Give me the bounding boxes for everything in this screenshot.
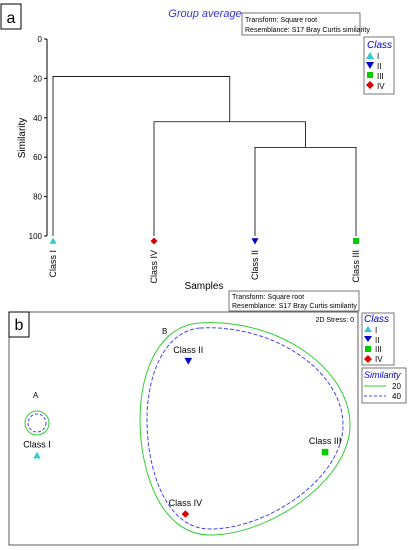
stress-label: 2D Stress: 0 xyxy=(315,317,354,324)
legend-triangle-up-icon xyxy=(366,52,374,59)
leaf-label: Class IV xyxy=(149,250,159,284)
mds-point-IV xyxy=(181,510,190,518)
leaf-label: Class III xyxy=(351,250,361,283)
similarity-legend-title: Similarity xyxy=(364,370,401,380)
y-tick-label: 40 xyxy=(33,114,42,123)
dendrogram-leaves: Class I Class IV Class II Class III xyxy=(48,237,361,284)
similarity-legend-item-20: 20 xyxy=(392,382,401,391)
group-label-B: B xyxy=(162,327,167,336)
y-tick-label: 100 xyxy=(29,232,43,241)
info-resemblance: Resemblance: S17 Bray Curtis similarity xyxy=(245,27,370,34)
contour-A-20 xyxy=(24,410,50,436)
dendrogram-info-box: Transform: Square root Resemblance: S17 … xyxy=(241,12,370,36)
mds-legend-triangle-up-icon xyxy=(364,326,372,332)
mds-info-transform: Transform: Square root xyxy=(232,294,304,301)
dendrogram-title: Group average xyxy=(168,8,241,20)
leaf-label: Class II xyxy=(250,250,260,280)
panel-b-label-box xyxy=(8,311,30,338)
panel-a-label-box xyxy=(0,3,22,30)
mds-legend-item-IV: IV xyxy=(375,355,383,364)
mds-point-label: Class IV xyxy=(169,498,203,508)
mds-legend-item-III: III xyxy=(375,345,382,354)
panel-a-label: a xyxy=(7,10,16,27)
y-tick-label: 80 xyxy=(33,193,42,202)
mds-plot-frame xyxy=(8,311,359,546)
info-transform: Transform: Square root xyxy=(245,17,317,24)
y-tick-label: 60 xyxy=(33,153,42,162)
contour-B-40 xyxy=(146,327,344,530)
mds-point-III xyxy=(321,448,329,456)
mds-legend-square-icon xyxy=(365,346,371,352)
legend-diamond-icon xyxy=(366,81,374,89)
y-tick-label: 20 xyxy=(33,74,42,83)
mds-point-label: Class III xyxy=(309,436,342,446)
mds-legend-title: Class xyxy=(364,314,389,325)
dendrogram-link xyxy=(153,121,306,236)
mds-class-legend: Class I II III IV xyxy=(361,312,395,366)
legend-item-I: I xyxy=(377,52,379,61)
x-axis-label: Samples xyxy=(185,281,224,292)
mds-similarity-legend: Similarity 20 40 xyxy=(361,367,407,404)
dendrogram-link xyxy=(52,76,231,236)
mds-point-I xyxy=(33,451,41,459)
mds-legend-item-II: II xyxy=(375,336,379,345)
legend-item-II: II xyxy=(377,62,381,71)
leaf-marker-III xyxy=(353,238,359,244)
mds-points: Class I Class II Class III Class IV xyxy=(23,345,341,518)
mds-point-II xyxy=(184,357,193,365)
mds-legend-triangle-down-icon xyxy=(364,336,372,342)
y-axis-ticks: 0 20 40 60 80 100 xyxy=(29,35,47,241)
mds-point-label: Class II xyxy=(173,345,203,355)
legend-item-IV: IV xyxy=(377,82,385,91)
mds-legend-diamond-icon xyxy=(364,355,372,363)
dendrogram-link xyxy=(254,146,357,236)
mds-info-resemblance: Resemblance: S17 Bray Curtis similarity xyxy=(232,303,357,310)
panel-b-label: b xyxy=(15,317,24,334)
leaf-marker-IV xyxy=(150,237,158,245)
panel-b: Transform: Square root Resemblance: S17 … xyxy=(8,290,407,546)
group-label-A: A xyxy=(33,391,39,400)
similarity-legend-item-40: 40 xyxy=(392,392,401,401)
contour-B-20 xyxy=(139,322,351,536)
y-tick-label: 0 xyxy=(38,35,43,44)
legend-triangle-down-icon xyxy=(366,62,374,69)
mds-point-label: Class I xyxy=(23,440,51,450)
dendrogram-links xyxy=(52,76,357,236)
legend-square-icon xyxy=(367,72,373,78)
panel-a: a Group average Transform: Square root R… xyxy=(0,3,395,292)
leaf-marker-II xyxy=(251,238,259,245)
leaf-label: Class I xyxy=(48,250,58,278)
contour-A-40 xyxy=(27,413,47,433)
legend-title: Class xyxy=(367,40,392,51)
y-axis-label: Similarity xyxy=(17,118,28,159)
dendrogram-legend: Class I II III IV xyxy=(363,36,395,95)
legend-item-III: III xyxy=(377,72,384,81)
leaf-marker-I xyxy=(49,237,57,244)
mds-info-box: Transform: Square root Resemblance: S17 … xyxy=(228,290,360,312)
mds-legend-item-I: I xyxy=(375,326,377,335)
